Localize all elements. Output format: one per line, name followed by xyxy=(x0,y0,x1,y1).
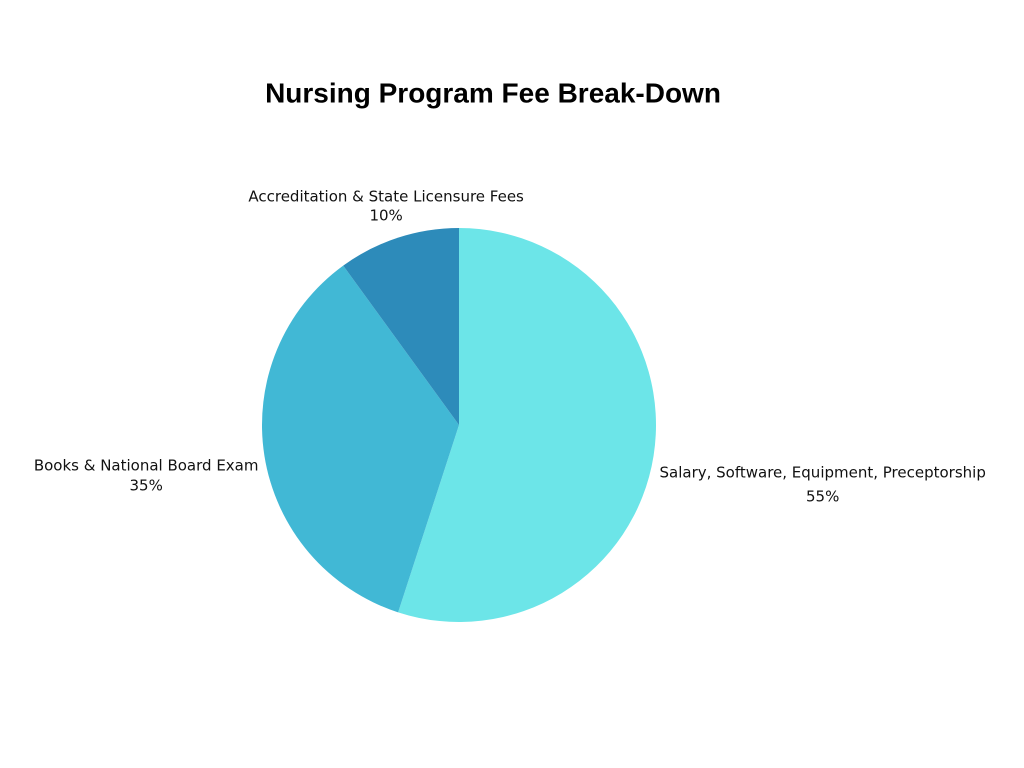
slice-label: Salary, Software, Equipment, Preceptorsh… xyxy=(660,463,986,481)
pie-slice xyxy=(261,265,459,613)
chart-title: Nursing Program Fee Break-Down xyxy=(265,77,721,108)
pie-slice xyxy=(343,228,459,425)
slice-label: Books & National Board Exam xyxy=(34,456,259,474)
slice-value-label: 55% xyxy=(806,487,839,505)
slice-value-label: 10% xyxy=(369,207,402,225)
slice-label: Accreditation & State Licensure Fees xyxy=(248,188,524,206)
pie-slice xyxy=(398,228,656,622)
slice-value-label: 35% xyxy=(129,476,162,494)
